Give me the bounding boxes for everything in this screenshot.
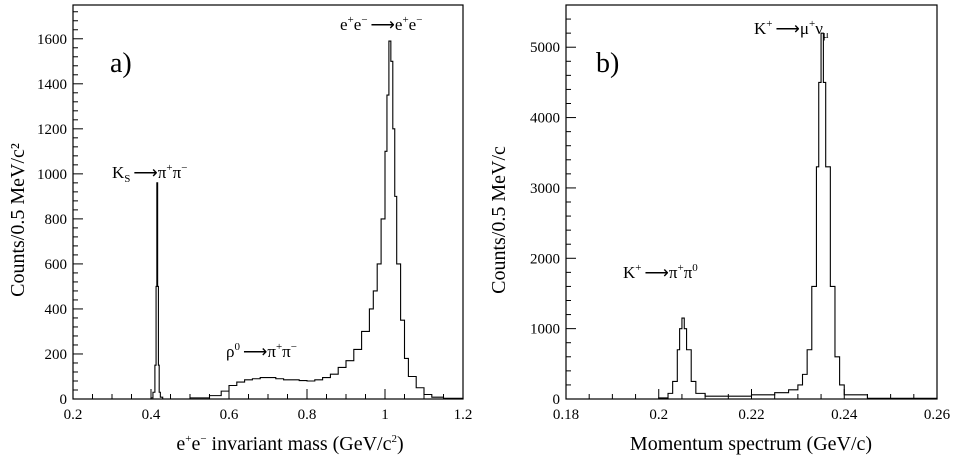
y-tick-label: 1000 — [530, 322, 560, 338]
panel-b-label: b) — [596, 48, 619, 79]
x-tick-label: 1.2 — [454, 407, 473, 423]
panel-b-histogram-line — [566, 32, 938, 400]
panel-b-xlabel: Momentum spectrum (GeV/c) — [630, 433, 872, 455]
panel-a-histogram-line — [73, 40, 464, 400]
panel-b: 0.18 0.2 0.22 0.24 0.26 0 1000 2000 3000 4000 500… — [488, 4, 951, 455]
annotation-ks-pipi: KS ⟶π+π− — [112, 162, 187, 185]
x-tick-label: 0.2 — [649, 407, 668, 423]
y-tick-label: 1400 — [37, 77, 67, 93]
panel-a-ylabel: Counts/0.5 MeV/c² — [7, 143, 29, 297]
x-tick-label: 0.22 — [738, 407, 764, 423]
x-tick-label: 0.6 — [220, 407, 239, 423]
panel-a-label: a) — [110, 48, 132, 79]
y-tick-label: 0 — [553, 392, 561, 408]
y-tick-label: 1200 — [37, 122, 67, 138]
panel-a: 0.2 0.4 0.6 0.8 1 1.2 0 200 400 600 800 1000 1200 14… — [7, 4, 473, 455]
y-tick-label: 0 — [60, 392, 68, 408]
panel-a-y-ticks: 0 200 400 600 800 1000 1200 1400 1600 — [37, 11, 83, 408]
y-tick-label: 600 — [45, 257, 68, 273]
panel-a-xlabel: e+e− invariant mass (GeV/c2) — [176, 433, 403, 455]
y-tick-label: 1600 — [37, 32, 67, 48]
x-tick-label: 0.8 — [298, 407, 317, 423]
annotation-k-pipi0: K+ ⟶π+π0 — [623, 262, 698, 282]
y-tick-label: 3000 — [530, 181, 560, 197]
panel-b-ylabel: Counts/0.5 MeV/c — [488, 146, 510, 294]
panel-b-x-ticks: 0.18 0.2 0.22 0.24 0.26 — [553, 389, 951, 423]
y-tick-label: 2000 — [530, 251, 560, 267]
annotation-rho-pipi: ρ0 ⟶π+π− — [226, 341, 297, 361]
x-tick-label: 0.2 — [64, 407, 83, 423]
panel-b-frame — [565, 4, 938, 400]
annotation-k-munu: K+ ⟶μ+νμ — [754, 18, 829, 41]
y-tick-label: 4000 — [530, 111, 560, 127]
y-tick-label: 800 — [45, 212, 68, 228]
y-tick-label: 1000 — [37, 167, 67, 183]
x-tick-label: 0.26 — [924, 407, 951, 423]
x-tick-label: 1 — [381, 407, 389, 423]
annotation-ee-ee: e+e− ⟶e+e− — [340, 14, 422, 34]
x-tick-label: 0.18 — [553, 407, 579, 423]
panel-a-x-ticks: 0.2 0.4 0.6 0.8 1 1.2 — [64, 389, 473, 423]
x-tick-label: 0.4 — [142, 407, 161, 423]
y-tick-label: 200 — [45, 347, 68, 363]
y-tick-label: 5000 — [530, 40, 560, 56]
x-tick-label: 0.24 — [831, 407, 858, 423]
y-tick-label: 400 — [45, 302, 68, 318]
panel-b-y-ticks: 0 1000 2000 3000 4000 5000 — [530, 4, 576, 408]
